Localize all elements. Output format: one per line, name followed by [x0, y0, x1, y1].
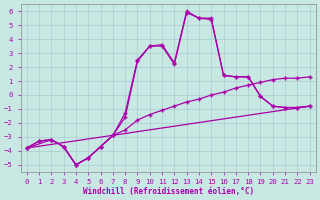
X-axis label: Windchill (Refroidissement éolien,°C): Windchill (Refroidissement éolien,°C) — [83, 187, 254, 196]
